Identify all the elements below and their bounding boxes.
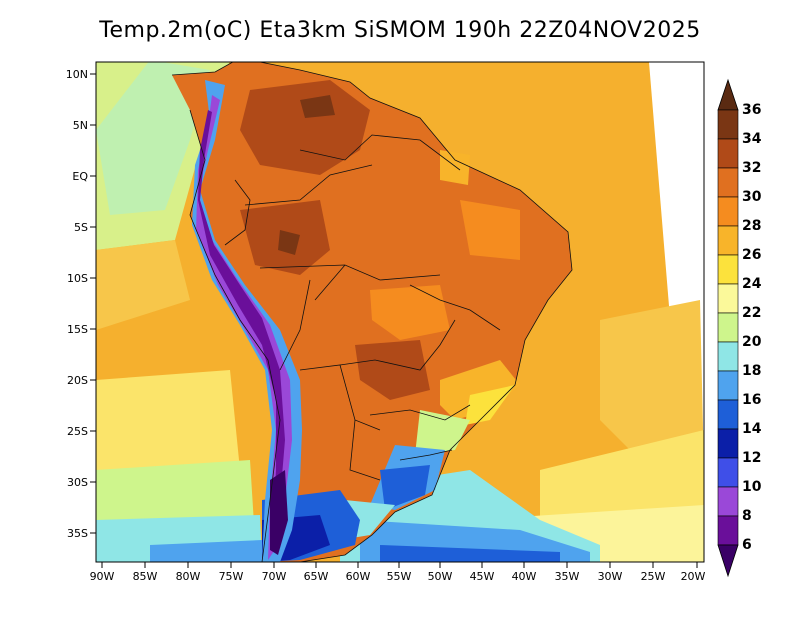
colorbar-segment — [717, 196, 739, 227]
colorbar-label: 32 — [742, 160, 761, 176]
colorbar-segment — [717, 370, 739, 401]
colorbar-segment — [717, 138, 739, 169]
lat-label: 5N — [73, 119, 88, 132]
colorbar-segment — [717, 167, 739, 198]
lon-label: 70W — [262, 570, 287, 583]
colorbar-label: 8 — [742, 508, 752, 524]
lon-label: 35W — [555, 570, 580, 583]
colorbar-segment — [717, 254, 739, 285]
colorbar-label: 6 — [742, 537, 752, 553]
colorbar: 36 34 32 30 28 26 24 22 20 18 16 14 12 1… — [717, 78, 762, 578]
colorbar-label: 14 — [742, 421, 762, 437]
lat-label: EQ — [72, 170, 88, 183]
lon-label: 60W — [346, 570, 371, 583]
colorbar-label: 18 — [742, 363, 761, 379]
colorbar-segment — [717, 428, 739, 459]
colorbar-label: 36 — [742, 102, 761, 118]
colorbar-label: 16 — [742, 392, 761, 408]
lon-label: 20W — [681, 570, 706, 583]
colorbar-label: 26 — [742, 247, 761, 263]
lat-label: 20S — [67, 374, 88, 387]
lon-label: 85W — [133, 570, 158, 583]
lat-label: 25S — [67, 425, 88, 438]
lat-label: 5S — [74, 221, 88, 234]
colorbar-label: 34 — [742, 131, 762, 147]
lon-label: 75W — [219, 570, 244, 583]
map-frame — [95, 61, 705, 563]
lon-ticks — [101, 562, 698, 568]
lon-label: 50W — [428, 570, 453, 583]
colorbar-segment — [717, 283, 739, 314]
colorbar-label: 28 — [742, 218, 761, 234]
lat-label: 35S — [67, 527, 88, 540]
lon-labels: 90W 85W 80W 75W 70W 65W 60W 55W 50W 45W … — [90, 570, 706, 583]
lon-label: 65W — [304, 570, 329, 583]
colorbar-segment — [717, 486, 739, 517]
colorbar-label: 12 — [742, 450, 761, 466]
map-title: Temp.2m(oC) Eta3km SiSMOM 190h 22Z04NOV2… — [99, 18, 701, 43]
lat-label: 10S — [67, 272, 88, 285]
colorbar-label: 24 — [742, 276, 762, 292]
lon-label: 25W — [641, 570, 666, 583]
colorbar-label: 30 — [742, 189, 762, 205]
colorbar-segment — [717, 225, 739, 256]
colorbar-segment — [717, 399, 739, 430]
lon-label: 55W — [387, 570, 412, 583]
lat-label: 30S — [67, 476, 88, 489]
lon-label: 90W — [90, 570, 115, 583]
lat-label: 10N — [66, 68, 88, 81]
colorbar-top-arrow — [717, 78, 739, 111]
lon-label: 40W — [512, 570, 537, 583]
lon-label: 45W — [470, 570, 495, 583]
colorbar-bottom-arrow — [717, 544, 739, 578]
lon-label: 30W — [598, 570, 623, 583]
colorbar-label: 10 — [742, 479, 762, 495]
lat-label: 15S — [67, 323, 88, 336]
political-borders — [171, 62, 573, 562]
lat-ticks — [90, 73, 96, 534]
colorbar-segment — [717, 312, 739, 343]
colorbar-label: 22 — [742, 305, 761, 321]
colorbar-segment — [717, 515, 739, 546]
colorbar-segment — [717, 109, 739, 140]
lon-label: 80W — [176, 570, 201, 583]
colorbar-segment — [717, 457, 739, 488]
temperature-field — [96, 62, 704, 562]
colorbar-segment — [717, 341, 739, 372]
colorbar-label: 20 — [742, 334, 762, 350]
lat-labels: 10N 5N EQ 5S 10S 15S 20S 25S 30S 35S — [66, 68, 89, 540]
